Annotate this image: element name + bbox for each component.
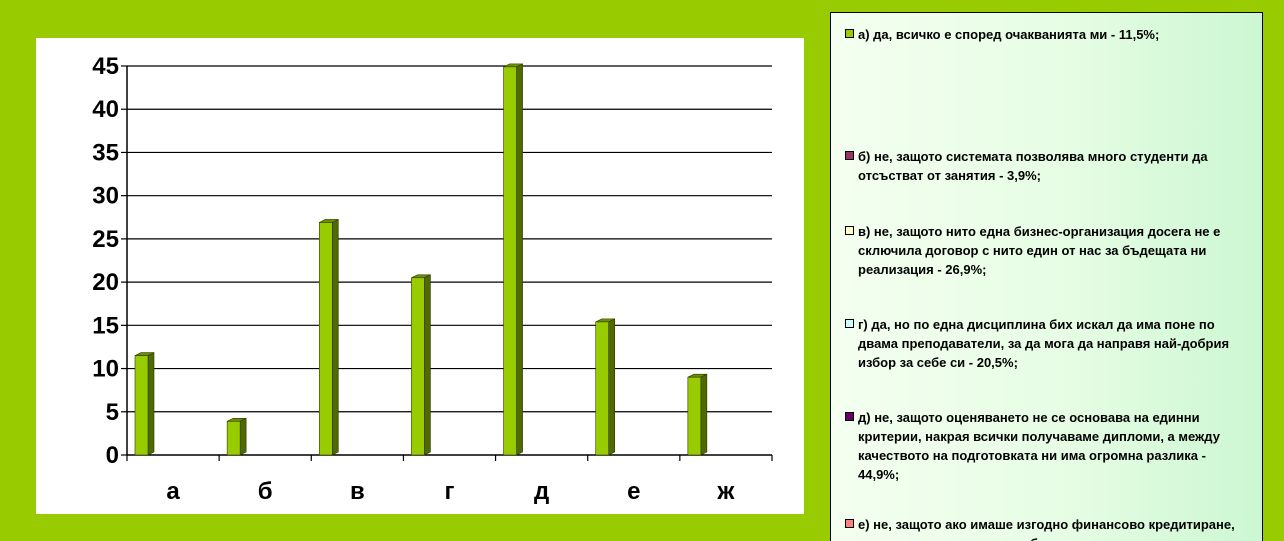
legend-label: а) да, всичко е според очакванията ми - … [858,27,1160,42]
bar [503,66,517,456]
y-tick-label: 30 [92,183,119,210]
chart-legend: а) да, всичко е според очакванията ми - … [830,12,1263,541]
legend-swatch [845,151,854,160]
bar-side [608,318,616,456]
bar-side [516,63,523,456]
legend-entry: в) не, защото нито една бизнес-организац… [845,222,1250,279]
bar-side [331,218,339,456]
legend-swatch [845,29,854,38]
bar-side [424,274,431,456]
legend-label: д) не, защото оценяването не се основава… [858,410,1220,482]
bar [595,321,610,456]
y-tick-label: 40 [92,96,119,123]
legend-label: г) да, но по една дисциплина бих искал д… [858,317,1230,370]
bar-side [700,373,708,456]
legend-swatch [845,319,854,328]
legend-label: е) не, защото ако имаше изгодно финансов… [858,517,1235,541]
legend-label: в) не, защото нито една бизнес-организац… [858,224,1221,277]
plot-area: 0 5 10 15 20 25 30 35 40 45 а б в г д е ж [36,38,804,514]
x-category-label: б [258,478,273,505]
y-tick-label: 20 [92,269,119,296]
y-tick-label: 25 [92,226,119,253]
y-tick-label: 45 [92,53,119,80]
bar [134,355,149,456]
legend-entry: д) не, защото оценяването не се основава… [845,408,1250,484]
legend-swatch [845,519,854,528]
x-category-label: е [627,478,640,505]
legend-entry: а) да, всичко е според очакванията ми - … [845,25,1250,44]
y-tick-label: 0 [106,442,119,469]
legend-label: б) не, защото системата позволява много … [858,149,1208,183]
y-tick-label: 35 [92,139,119,166]
y-tick-label: 15 [92,312,119,339]
x-category-label: а [166,478,180,505]
legend-entry: е) не, защото ако имаше изгодно финансов… [845,515,1250,541]
bar [687,376,702,456]
bar-chart: 0 5 10 15 20 25 30 35 40 45 а б в г д е ж [92,53,773,505]
y-tick-label: 5 [106,399,119,426]
x-category-label: г [445,478,455,505]
bar [411,277,425,456]
bar-side [239,417,247,456]
legend-entry: б) не, защото системата позволява много … [845,147,1250,185]
x-category-label: ж [716,478,735,505]
x-category-label: в [350,478,365,505]
bar [226,420,241,456]
bar [318,222,333,456]
bar-side [147,352,155,456]
legend-swatch [845,412,854,421]
legend-entry: г) да, но по една дисциплина бих искал д… [845,315,1250,372]
x-category-label: д [534,478,549,505]
legend-swatch [845,226,854,235]
y-tick-label: 10 [92,356,119,383]
